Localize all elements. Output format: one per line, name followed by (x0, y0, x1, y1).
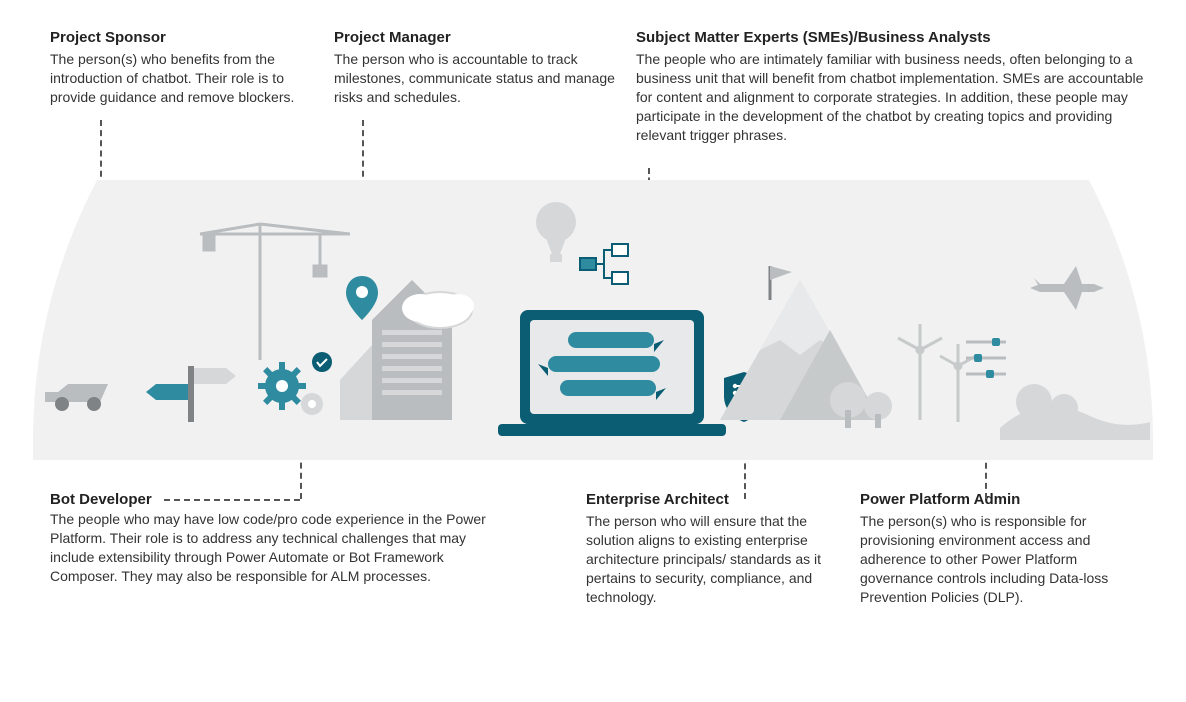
cityscape-illustration (0, 180, 1186, 460)
role-desc: The person who is accountable to track m… (334, 50, 616, 107)
role-sme: Subject Matter Experts (SMEs)/Business A… (636, 28, 1146, 145)
role-desc: The person(s) who is responsible for pro… (860, 512, 1150, 606)
role-project-sponsor: Project Sponsor The person(s) who benefi… (50, 28, 306, 107)
role-project-manager: Project Manager The person who is accoun… (334, 28, 616, 107)
role-desc: The person who will ensure that the solu… (586, 512, 846, 606)
role-desc: The people who may have low code/pro cod… (50, 510, 502, 586)
role-desc: The people who are intimately familiar w… (636, 50, 1146, 144)
role-title: Enterprise Architect (586, 490, 846, 510)
role-enterprise-architect: Enterprise Architect The person who will… (586, 490, 846, 607)
role-power-platform-admin: Power Platform Admin The person(s) who i… (860, 490, 1150, 607)
role-title: Bot Developer (50, 491, 152, 508)
connector-dev-h (164, 499, 300, 501)
role-bot-developer: Bot Developer The people who may have lo… (50, 490, 502, 586)
laptop-icon (498, 310, 726, 436)
role-title: Power Platform Admin (860, 490, 1150, 510)
role-title: Subject Matter Experts (SMEs)/Business A… (636, 28, 1146, 48)
role-title: Project Manager (334, 28, 616, 48)
role-desc: The person(s) who benefits from the intr… (50, 50, 306, 107)
role-title: Project Sponsor (50, 28, 306, 48)
